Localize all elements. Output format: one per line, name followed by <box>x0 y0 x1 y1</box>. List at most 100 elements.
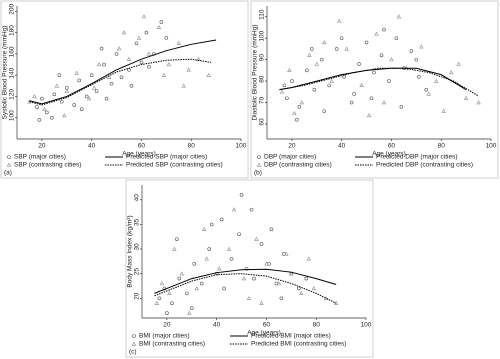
y-tick-label: 20 <box>134 292 141 300</box>
point <box>86 96 92 101</box>
point <box>314 61 319 66</box>
legend-symbol <box>6 162 12 167</box>
point <box>292 110 297 115</box>
point <box>45 110 49 115</box>
point <box>394 36 399 40</box>
point <box>176 40 181 45</box>
point <box>207 247 211 251</box>
point <box>387 79 391 83</box>
point <box>309 47 314 51</box>
point <box>57 73 62 77</box>
point <box>177 276 182 281</box>
fit-line <box>279 67 467 91</box>
point <box>329 78 334 83</box>
legend-label: Predicted BMI (contrasting cities) <box>251 341 346 348</box>
point <box>352 92 356 96</box>
point <box>289 271 294 276</box>
point <box>52 92 57 97</box>
point <box>379 53 384 58</box>
point <box>175 237 179 241</box>
point <box>417 74 421 79</box>
x-tick-label: 100 <box>361 322 372 329</box>
point <box>156 24 162 29</box>
x-tick-label: 40 <box>338 143 346 150</box>
point <box>179 271 185 276</box>
point <box>159 281 165 286</box>
point <box>116 46 122 51</box>
point <box>50 115 54 120</box>
point <box>134 41 139 46</box>
legend-label: BMI (major cities) <box>139 333 190 340</box>
fit-line <box>29 58 212 106</box>
point <box>54 83 60 88</box>
point <box>296 286 301 291</box>
y-tick-label: 30 <box>134 243 141 251</box>
point <box>434 78 439 83</box>
point <box>172 246 177 251</box>
point <box>229 257 234 261</box>
point <box>114 52 119 56</box>
point <box>237 232 241 237</box>
point <box>381 100 387 105</box>
point <box>279 89 285 94</box>
point <box>239 193 244 197</box>
point <box>463 95 469 100</box>
point <box>476 100 481 105</box>
point <box>199 281 204 286</box>
legend-label: DBP (major cities) <box>264 154 316 161</box>
y-tick-label: 100 <box>9 110 16 121</box>
legend-label: Predicted SBP (contrasting cities) <box>126 162 223 169</box>
point <box>89 73 94 77</box>
legend-label: SBP (contrasting cities) <box>14 162 81 169</box>
point <box>231 207 237 212</box>
point <box>364 40 369 45</box>
fit-line <box>29 39 217 105</box>
legend-symbol <box>132 334 136 338</box>
point <box>322 40 327 45</box>
point <box>241 276 247 281</box>
legend-symbol <box>131 341 137 346</box>
point <box>192 262 197 266</box>
point <box>249 207 254 212</box>
legend-label: Predicted DBP (contrasting cities) <box>376 162 473 169</box>
panel: 20 40 60 80 100 20 25 30 35 40 Age (years) Body Mas… <box>125 179 374 358</box>
y-axis-label: Systolic Blood Pressure (mmHg) <box>2 26 9 120</box>
point <box>312 87 317 92</box>
point <box>185 291 189 296</box>
point <box>372 70 376 75</box>
legend-label: BMI (contrasting cities) <box>139 341 205 348</box>
point <box>96 62 102 67</box>
y-tick-label: 70 <box>259 97 266 105</box>
point <box>285 96 289 101</box>
y-tick-label: 90 <box>259 54 266 62</box>
point <box>306 256 311 261</box>
point <box>357 62 361 66</box>
legend-label: SBP (major cities) <box>14 154 66 161</box>
point <box>84 94 89 99</box>
x-axis-label: Age (years) <box>372 151 406 158</box>
point <box>141 14 147 19</box>
point <box>202 227 207 231</box>
panel-label: (b) <box>254 170 262 177</box>
point <box>311 286 316 291</box>
point <box>448 70 454 75</box>
point <box>333 300 339 305</box>
y-tick-label: 110 <box>259 9 266 20</box>
legend-label: Predicted SBP (major cities) <box>126 154 207 161</box>
point <box>254 236 259 241</box>
point <box>167 291 172 296</box>
point <box>91 85 97 90</box>
legend-symbol <box>256 162 262 167</box>
point <box>222 286 226 291</box>
fit-line <box>154 273 337 304</box>
point <box>159 20 164 24</box>
point <box>166 62 172 67</box>
point <box>126 56 132 61</box>
point <box>219 217 224 222</box>
point <box>32 94 37 99</box>
point <box>252 276 256 281</box>
point <box>344 46 349 51</box>
y-tick-label: 25 <box>134 268 141 276</box>
panel-label: (a) <box>4 170 12 177</box>
